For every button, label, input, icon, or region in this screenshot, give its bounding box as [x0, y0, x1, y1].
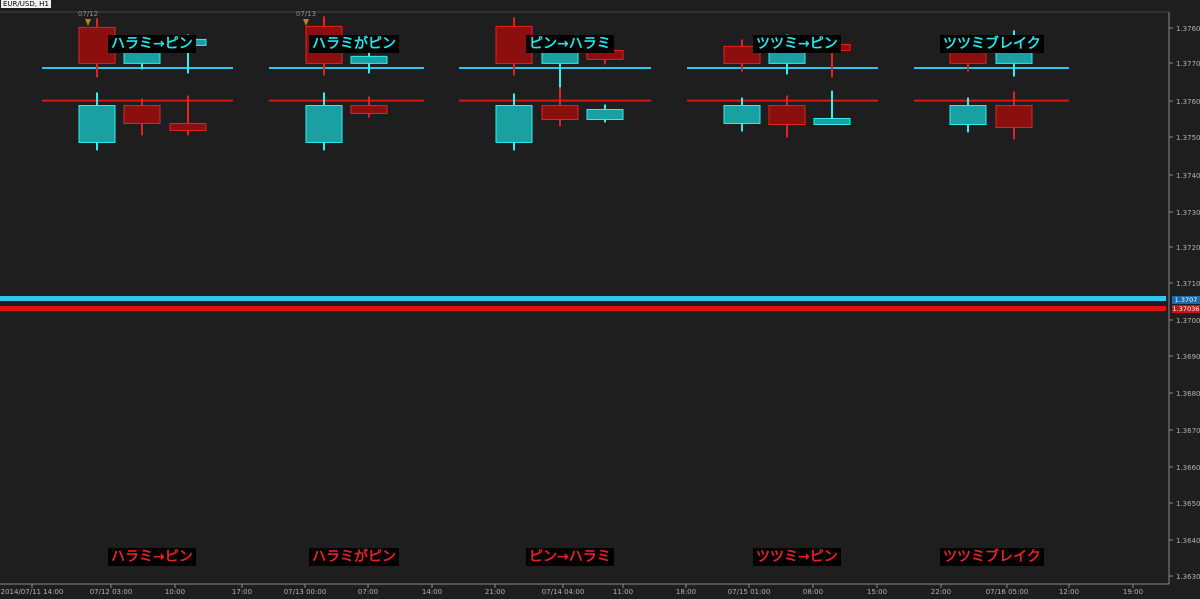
bottom-pattern-title: ツツミ→ピン	[753, 548, 841, 566]
price-tag-red: 1.37036	[1172, 305, 1200, 313]
x-tick-label: 07/13 00:00	[284, 588, 327, 596]
x-tick-label: 18:00	[676, 588, 696, 596]
y-tick-label: 1.3670	[1176, 427, 1200, 435]
y-tick-label: 1.3700	[1176, 317, 1200, 325]
y-tick-label: 1.3640	[1176, 537, 1200, 545]
price-tag-blue: 1.3707	[1172, 296, 1200, 304]
bottom-pattern-title: ハラミがピン	[309, 548, 399, 566]
bottom-candle-body[interactable]	[541, 105, 579, 120]
x-tick-label: 07/14 04:00	[542, 588, 585, 596]
x-tick-label: 19:00	[1123, 588, 1143, 596]
bottom-candle-body[interactable]	[350, 105, 388, 114]
y-tick-label: 1.3650	[1176, 500, 1200, 508]
y-tick-label: 1.3680	[1176, 390, 1200, 398]
y-tick-label: 1.3720	[1176, 244, 1200, 252]
x-tick-label: 15:00	[867, 588, 887, 596]
price-line-red	[0, 306, 1166, 311]
top-pattern-title: ハラミがピン	[309, 35, 399, 53]
y-tick-label: 1.3630	[1176, 573, 1200, 581]
y-tick-label: 1.3770	[1176, 60, 1200, 68]
bottom-candle-body[interactable]	[995, 105, 1033, 128]
top-pattern-title: ハラミ→ピン	[108, 35, 196, 53]
bottom-candle-body[interactable]	[813, 117, 851, 125]
price-line-blue	[0, 296, 1166, 301]
bottom-pattern-title: ピン→ハラミ	[526, 548, 614, 566]
top-pattern-title: ピン→ハラミ	[526, 35, 614, 53]
y-tick-label: 1.3740	[1176, 172, 1200, 180]
y-tick-label: 1.3660	[1176, 464, 1200, 472]
y-tick-label: 1.3710	[1176, 280, 1200, 288]
top-candle-body[interactable]	[723, 45, 761, 64]
x-tick-label: 14:00	[422, 588, 442, 596]
bottom-candle-body[interactable]	[723, 105, 761, 124]
bottom-pattern-title: ハラミ→ピン	[108, 548, 196, 566]
x-tick-label: 12:00	[1059, 588, 1079, 596]
x-tick-label: 22:00	[931, 588, 951, 596]
x-tick-label: 10:00	[165, 588, 185, 596]
top-pattern-title: ツツミ→ピン	[753, 35, 841, 53]
bottom-pattern-title: ツツミブレイク	[940, 548, 1044, 566]
x-tick-label: 07/15 01:00	[728, 588, 771, 596]
bottom-candle-body[interactable]	[949, 105, 987, 125]
date-marker-triangle	[85, 19, 91, 26]
y-tick-label: 1.3750	[1176, 134, 1200, 142]
date-marker-label: 07/13	[296, 10, 316, 18]
y-tick-label: 1.3760	[1176, 98, 1200, 106]
bottom-candle-body[interactable]	[123, 105, 161, 124]
date-marker-label: 07/12	[78, 10, 98, 18]
x-tick-label: 2014/07/11 14:00	[1, 588, 64, 596]
bottom-candle-body[interactable]	[495, 105, 533, 143]
bottom-candle-body[interactable]	[169, 122, 207, 131]
x-tick-label: 08:00	[803, 588, 823, 596]
bottom-candle-body[interactable]	[586, 108, 624, 120]
x-tick-label: 07:00	[358, 588, 378, 596]
y-tick-label: 1.3730	[1176, 209, 1200, 217]
x-tick-label: 21:00	[485, 588, 505, 596]
top-pattern-title: ツツミブレイク	[940, 35, 1044, 53]
x-tick-label: 07/16 05:00	[986, 588, 1029, 596]
bottom-candle-body[interactable]	[305, 105, 343, 143]
bottom-candle-body[interactable]	[78, 105, 116, 143]
x-tick-label: 11:00	[613, 588, 633, 596]
y-tick-label: 1.3760	[1176, 25, 1200, 33]
x-tick-label: 17:00	[232, 588, 252, 596]
top-candle-body[interactable]	[350, 55, 388, 64]
x-tick-label: 07/12 03:00	[90, 588, 133, 596]
date-marker-triangle	[303, 19, 309, 26]
symbol-label: EUR/USD, H1	[1, 0, 51, 8]
y-tick-label: 1.3690	[1176, 353, 1200, 361]
bottom-candle-body[interactable]	[768, 105, 806, 125]
top-candle-body[interactable]	[78, 26, 116, 64]
